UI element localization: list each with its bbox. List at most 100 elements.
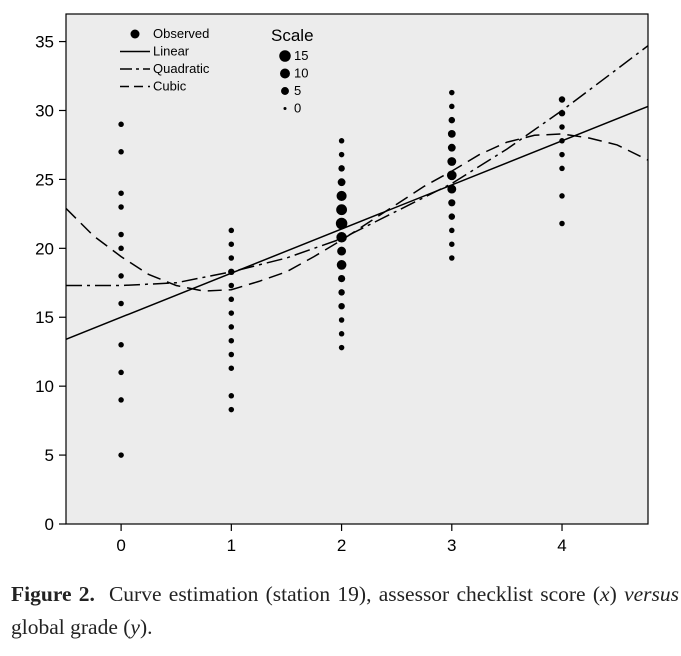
observed-point <box>118 300 124 307</box>
observed-point <box>558 109 566 117</box>
observed-point <box>228 337 235 344</box>
legend-label-quadratic: Quadratic <box>153 61 210 76</box>
observed-point <box>228 268 235 276</box>
observed-point <box>118 121 124 128</box>
observed-point <box>228 282 235 289</box>
legend-scale-dot <box>280 68 290 79</box>
y-tick-label: 10 <box>35 377 54 396</box>
x-tick-label: 4 <box>557 536 566 555</box>
observed-point <box>448 116 456 124</box>
observed-point <box>447 184 457 194</box>
observed-points <box>118 89 566 458</box>
legend-scale-title: Scale <box>271 26 314 45</box>
y-tick-label: 5 <box>45 446 54 465</box>
observed-point <box>228 324 235 330</box>
observed-point <box>336 232 347 243</box>
plot-area <box>65 13 649 525</box>
caption-x-var: x <box>600 582 610 606</box>
caption-text-1: Curve estimation (station 19), assessor … <box>108 582 601 606</box>
figure-caption: Figure 2. Curve estimation (station 19), … <box>11 578 679 644</box>
observed-point <box>558 96 566 103</box>
caption-text-4: ). <box>139 615 153 639</box>
observed-point <box>337 246 347 256</box>
observed-point <box>338 317 345 323</box>
y-axis: 0 5 10 15 20 25 30 35 <box>35 33 66 534</box>
observed-point <box>338 165 345 172</box>
observed-point <box>559 193 565 199</box>
legend-symbol-observed <box>130 29 140 39</box>
observed-point <box>228 406 235 413</box>
observed-point <box>449 255 455 261</box>
caption-versus: versus <box>624 582 679 606</box>
observed-point <box>447 143 456 152</box>
observed-point <box>228 296 235 303</box>
observed-point <box>228 255 235 261</box>
observed-point <box>228 393 235 399</box>
observed-point <box>559 124 565 130</box>
fit-lines <box>66 45 648 340</box>
x-tick-label: 0 <box>116 536 125 555</box>
observed-point <box>228 227 235 234</box>
observed-point <box>118 452 124 458</box>
legend-label-cubic: Cubic <box>153 79 187 94</box>
observed-point <box>447 130 456 138</box>
observed-point <box>559 138 565 144</box>
legend-label-linear: Linear <box>153 44 190 59</box>
chart: 0 5 10 15 20 25 30 35 0 1 2 3 4 Observed Linear Quadr… <box>35 13 649 555</box>
observed-point <box>228 310 235 316</box>
observed-point <box>118 231 124 238</box>
observed-point <box>118 245 124 252</box>
observed-point <box>449 241 455 247</box>
x-tick-label: 3 <box>447 536 456 555</box>
observed-point <box>336 190 347 201</box>
observed-point <box>118 273 124 279</box>
legend-scale-dot <box>279 50 291 62</box>
observed-point <box>118 149 124 155</box>
linear-fit-line <box>66 105 648 340</box>
observed-point <box>338 344 345 351</box>
y-tick-label: 35 <box>35 33 54 52</box>
observed-point <box>447 157 457 166</box>
observed-point <box>448 213 456 220</box>
y-tick-label: 15 <box>35 308 54 327</box>
observed-point <box>338 331 345 337</box>
x-axis: 0 1 2 3 4 <box>116 524 567 555</box>
observed-point <box>559 165 565 172</box>
caption-text-3: global grade ( <box>11 615 131 639</box>
legend-scale-dot <box>283 106 287 111</box>
observed-point <box>449 89 455 96</box>
observed-point <box>449 103 455 110</box>
legend-label-observed: Observed <box>153 26 209 41</box>
legend: Observed Linear Quadratic Cubic Scale 15 10 5 0 <box>120 26 314 116</box>
observed-point <box>228 351 235 358</box>
y-tick-label: 30 <box>35 101 54 120</box>
cubic-fit-line <box>66 133 648 292</box>
observed-point <box>228 241 235 247</box>
legend-scale-label: 0 <box>294 101 301 116</box>
observed-point <box>338 275 346 283</box>
observed-point <box>118 397 124 403</box>
observed-point <box>446 170 457 181</box>
caption-label: Figure 2. <box>11 582 95 606</box>
observed-point <box>338 302 345 310</box>
legend-scale-dot <box>281 87 289 95</box>
observed-point <box>335 217 348 230</box>
observed-point <box>118 342 124 348</box>
observed-point <box>338 289 345 296</box>
observed-point <box>338 151 345 158</box>
caption-y-var: y <box>130 615 140 639</box>
legend-scale-label: 10 <box>294 66 308 81</box>
observed-point <box>448 199 456 207</box>
y-tick-label: 20 <box>35 239 54 258</box>
observed-point <box>228 365 235 371</box>
y-tick-label: 0 <box>45 515 54 534</box>
x-tick-label: 2 <box>337 536 346 555</box>
observed-point <box>336 204 348 216</box>
observed-point <box>118 204 124 210</box>
y-tick-label: 25 <box>35 170 54 189</box>
observed-point <box>336 260 347 270</box>
observed-point <box>338 138 345 144</box>
observed-point <box>449 227 455 234</box>
legend-scale-label: 15 <box>294 48 308 63</box>
observed-point <box>337 178 346 187</box>
